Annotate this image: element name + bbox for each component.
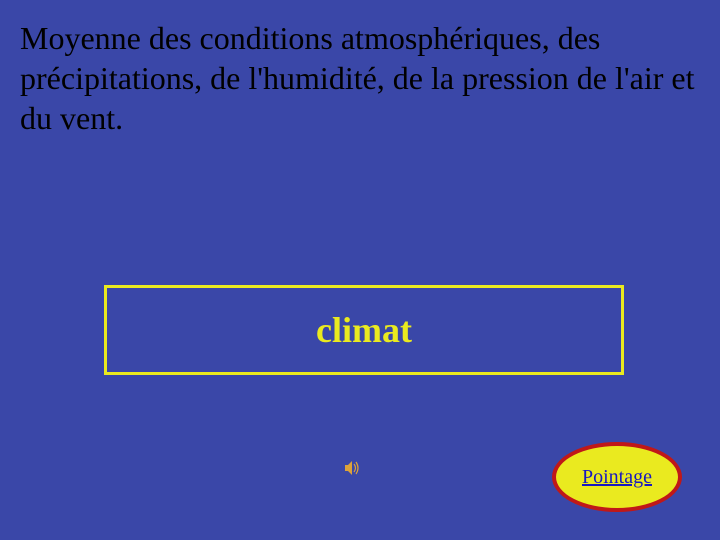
pointage-button[interactable]: Pointage bbox=[552, 442, 682, 512]
speaker-icon[interactable] bbox=[343, 459, 361, 477]
pointage-label: Pointage bbox=[582, 466, 652, 489]
answer-text: climat bbox=[316, 309, 412, 351]
question-text: Moyenne des conditions atmosphériques, d… bbox=[20, 18, 700, 138]
answer-box: climat bbox=[104, 285, 624, 375]
